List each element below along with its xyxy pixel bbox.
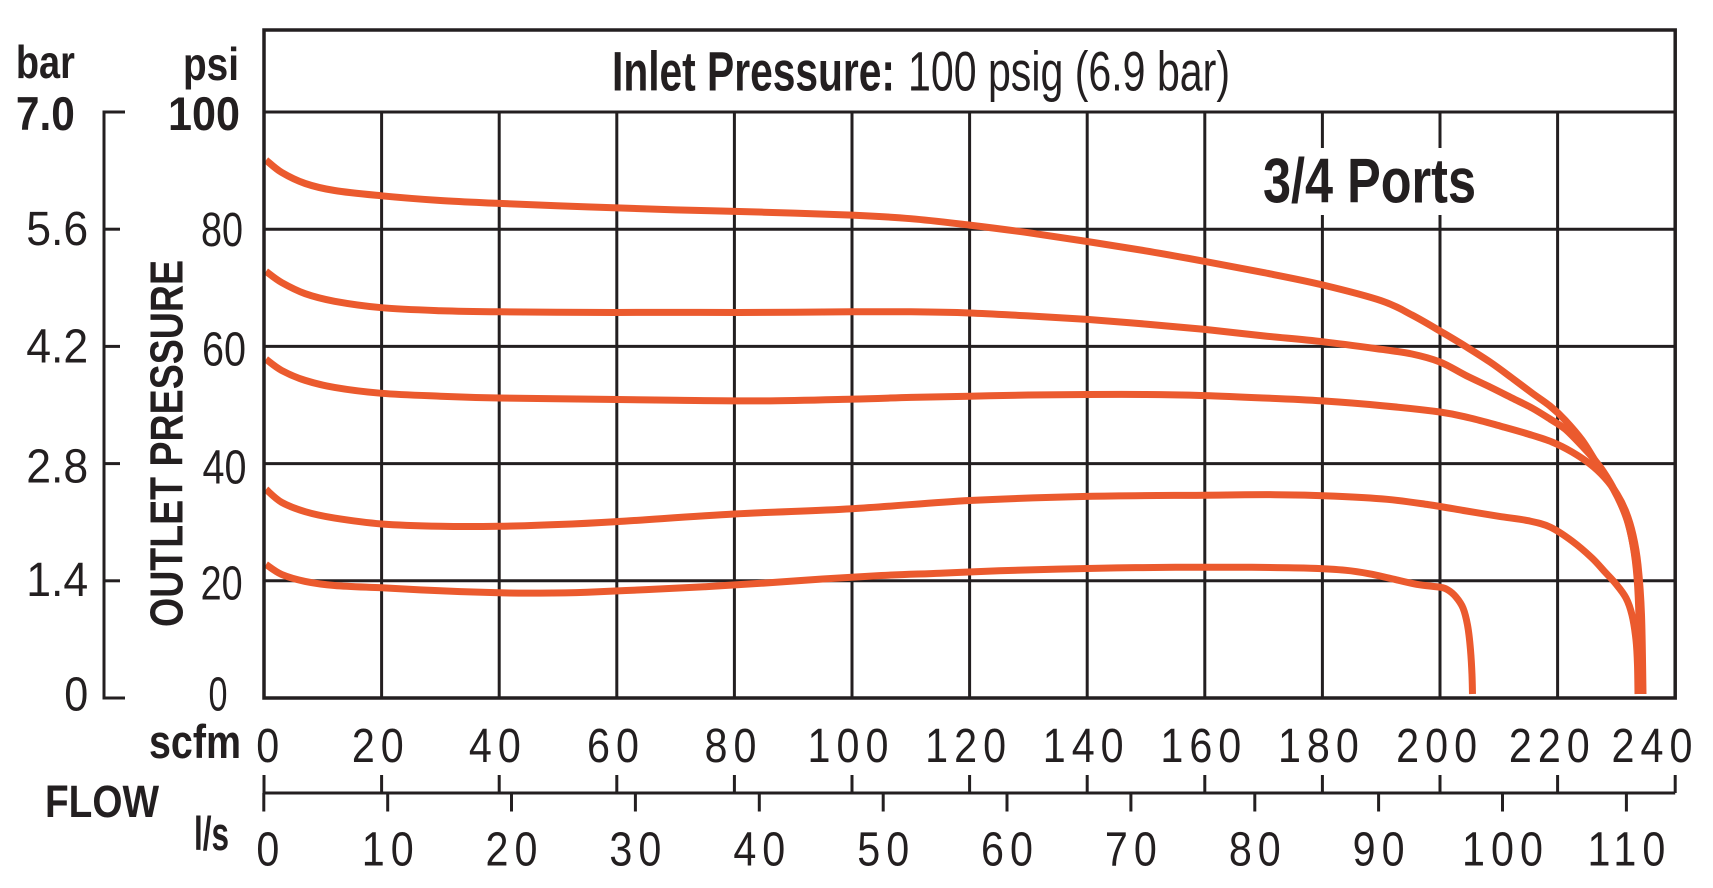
svg-text:100: 100 bbox=[1462, 823, 1549, 877]
svg-text:OUTLET PRESSURE: OUTLET PRESSURE bbox=[141, 260, 193, 627]
svg-text:30: 30 bbox=[609, 823, 667, 877]
svg-text:100: 100 bbox=[168, 87, 240, 140]
svg-text:120: 120 bbox=[925, 719, 1012, 773]
svg-text:bar: bar bbox=[16, 36, 75, 88]
svg-text:3/4 Ports: 3/4 Ports bbox=[1263, 147, 1476, 217]
svg-text:2.8: 2.8 bbox=[26, 441, 88, 494]
svg-text:10: 10 bbox=[362, 823, 420, 877]
svg-text:220: 220 bbox=[1509, 719, 1596, 773]
svg-text:80: 80 bbox=[1229, 823, 1287, 877]
svg-text:l/s: l/s bbox=[194, 807, 229, 860]
svg-text:240: 240 bbox=[1612, 719, 1699, 773]
svg-text:0: 0 bbox=[256, 823, 285, 877]
svg-text:1.4: 1.4 bbox=[26, 554, 88, 607]
svg-text:90: 90 bbox=[1353, 823, 1411, 877]
svg-text:4.2: 4.2 bbox=[26, 321, 88, 374]
svg-text:7.0: 7.0 bbox=[16, 87, 75, 140]
svg-text:Inlet Pressure:: Inlet Pressure: bbox=[612, 40, 895, 103]
svg-text:100: 100 bbox=[808, 719, 895, 773]
svg-text:60: 60 bbox=[202, 324, 246, 377]
svg-text:0: 0 bbox=[256, 719, 285, 773]
svg-text:0: 0 bbox=[64, 669, 88, 722]
svg-text:50: 50 bbox=[857, 823, 915, 877]
svg-text:psi: psi bbox=[183, 38, 239, 90]
svg-text:20: 20 bbox=[201, 558, 243, 611]
svg-text:40: 40 bbox=[203, 442, 247, 495]
svg-text:160: 160 bbox=[1160, 719, 1247, 773]
svg-text:80: 80 bbox=[705, 719, 763, 773]
svg-text:180: 180 bbox=[1278, 719, 1365, 773]
svg-text:20: 20 bbox=[352, 719, 410, 773]
svg-text:20: 20 bbox=[486, 823, 544, 877]
svg-text:80: 80 bbox=[201, 204, 243, 257]
svg-text:200: 200 bbox=[1396, 719, 1483, 773]
svg-text:140: 140 bbox=[1043, 719, 1130, 773]
svg-text:0: 0 bbox=[209, 669, 228, 722]
svg-text:40: 40 bbox=[469, 719, 527, 773]
svg-text:60: 60 bbox=[587, 719, 645, 773]
svg-text:5.6: 5.6 bbox=[26, 203, 88, 256]
svg-text:100 psig (6.9 bar): 100 psig (6.9 bar) bbox=[908, 40, 1230, 103]
svg-text:70: 70 bbox=[1105, 823, 1163, 877]
svg-text:60: 60 bbox=[981, 823, 1039, 877]
svg-text:40: 40 bbox=[733, 823, 791, 877]
svg-text:110: 110 bbox=[1587, 823, 1671, 877]
svg-text:scfm: scfm bbox=[149, 715, 241, 768]
svg-text:FLOW: FLOW bbox=[45, 776, 159, 827]
